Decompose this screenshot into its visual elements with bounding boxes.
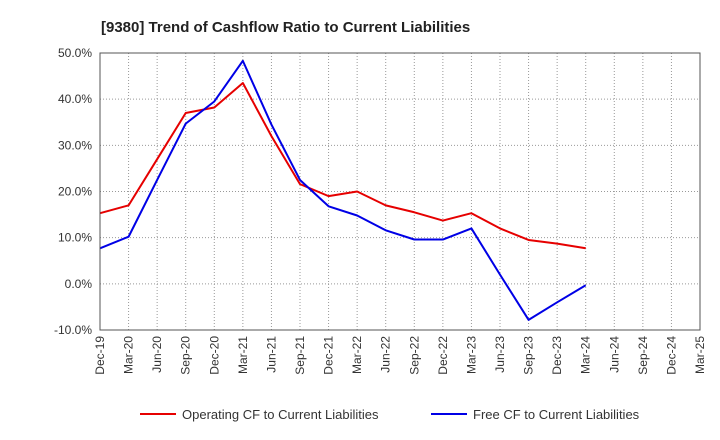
y-tick-label: 40.0%	[58, 92, 92, 106]
x-tick-label: Mar-23	[464, 336, 478, 374]
x-tick-label: Sep-24	[636, 336, 650, 375]
x-axis: Dec-19 Mar-20 Jun-20 Sep-20 Dec-20 Mar-21 Jun-…	[93, 336, 707, 375]
legend: Operating CF to Current Liabilities Free …	[140, 407, 640, 422]
x-tick-label: Mar-21	[236, 336, 250, 374]
x-tick-label: Mar-25	[693, 336, 707, 374]
x-tick-label: Jun-20	[150, 336, 164, 373]
legend-label: Operating CF to Current Liabilities	[182, 407, 379, 422]
x-tick-label: Jun-24	[607, 336, 621, 373]
series-line-operating-cf	[99, 82, 586, 250]
x-tick-label: Mar-22	[350, 336, 364, 374]
x-tick-label: Sep-21	[293, 336, 307, 375]
x-tick-label: Dec-24	[664, 336, 678, 375]
legend-label: Free CF to Current Liabilities	[473, 407, 640, 422]
y-axis: -10.0% 0.0% 10.0% 20.0% 30.0% 40.0% 50.0%	[54, 46, 92, 337]
x-tick-label: Sep-20	[179, 336, 193, 375]
y-tick-label: 10.0%	[58, 231, 92, 245]
plot-grid	[99, 52, 701, 331]
x-tick-label: Dec-22	[436, 336, 450, 375]
chart-title: [9380] Trend of Cashflow Ratio to Curren…	[101, 19, 470, 36]
x-tick-label: Dec-21	[322, 336, 336, 375]
x-tick-label: Jun-22	[379, 336, 393, 373]
x-tick-label: Dec-20	[207, 336, 221, 375]
x-tick-label: Sep-23	[522, 336, 536, 375]
x-tick-label: Jun-23	[493, 336, 507, 373]
y-tick-label: 0.0%	[65, 277, 93, 291]
x-tick-label: Sep-22	[407, 336, 421, 375]
y-tick-label: 30.0%	[58, 138, 92, 152]
x-tick-label: Mar-20	[122, 336, 136, 374]
y-tick-label: 50.0%	[58, 46, 92, 60]
x-tick-label: Jun-21	[264, 336, 278, 373]
x-tick-label: Mar-24	[579, 336, 593, 374]
x-tick-label: Dec-19	[93, 336, 107, 375]
series-lines	[99, 59, 587, 321]
plot-frame	[99, 52, 701, 331]
y-tick-label: 20.0%	[58, 185, 92, 199]
series-line-free-cf	[99, 59, 587, 321]
y-tick-label: -10.0%	[54, 323, 92, 337]
x-tick-label: Dec-23	[550, 336, 564, 375]
